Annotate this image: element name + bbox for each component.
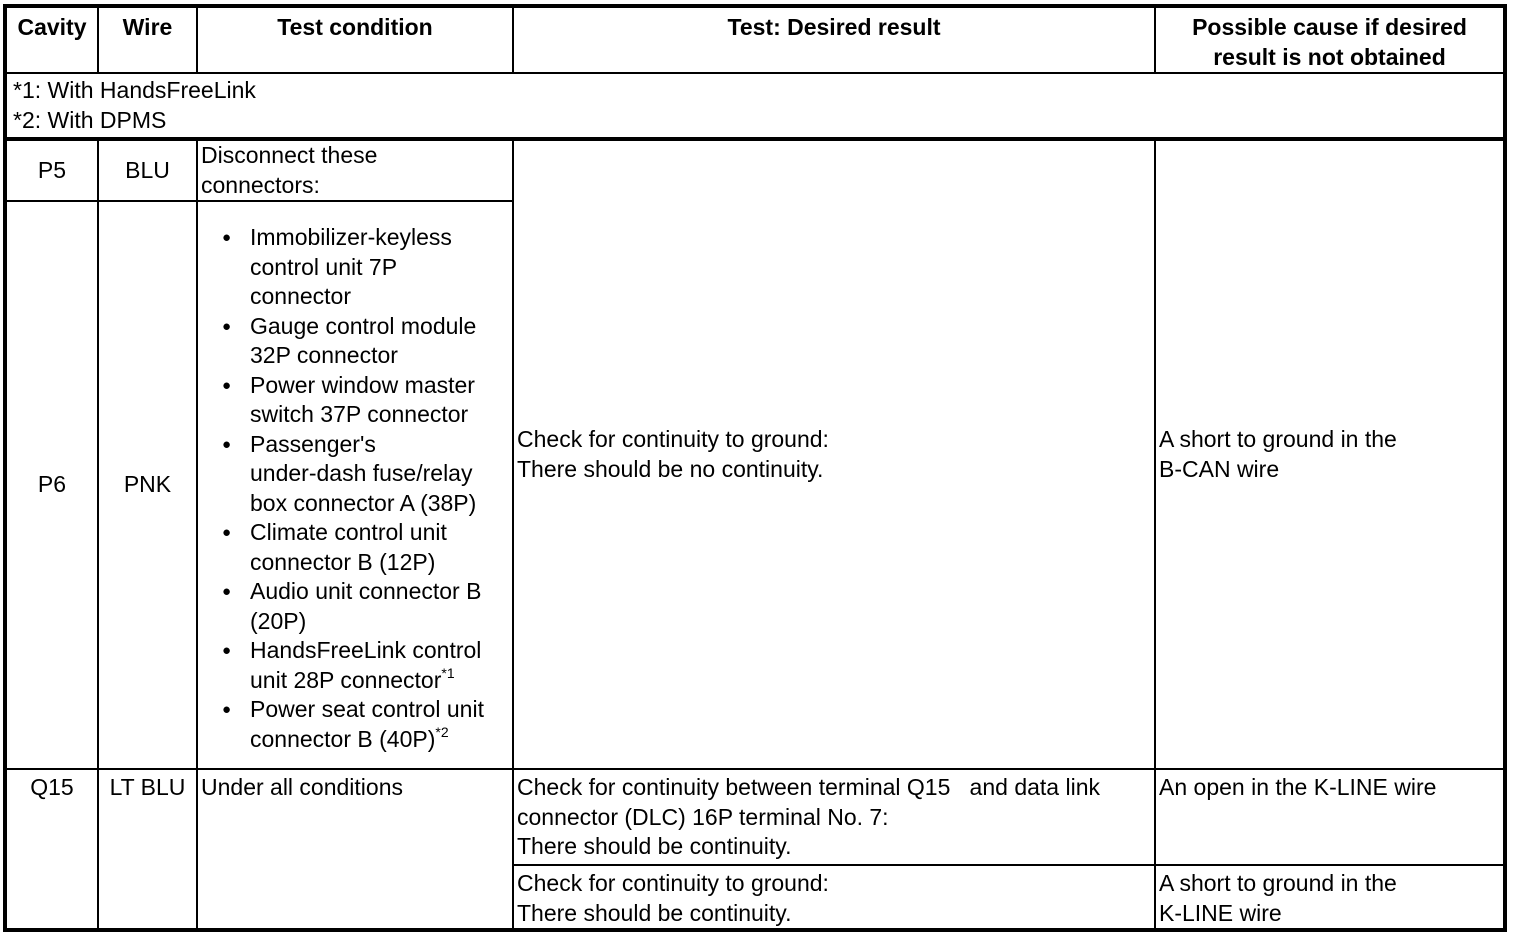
bullet-icon: ● (222, 376, 232, 394)
connector-item-text: Passenger's under-dash fuse/relay box co… (250, 430, 477, 516)
row-p5: P5 BLU Disconnect these connectors: Chec… (4, 138, 1506, 770)
possible-cause-bcan: A short to ground in the B-CAN wire (1154, 138, 1506, 770)
connector-item-text: Power seat control unit connector B (40P… (250, 696, 484, 752)
table-header-row: Cavity Wire Test condition Test: Desired… (4, 5, 1506, 74)
col-header-possible-cause: Possible cause if desired result is not … (1154, 5, 1506, 74)
connector-item-text: Gauge control module 32P connector (250, 312, 477, 369)
footnote-marker: *2 (435, 723, 449, 740)
connector-list-item: ● Gauge control module 32P connector (222, 312, 509, 371)
continuity-test-table: Cavity Wire Test condition Test: Desired… (3, 4, 1507, 932)
connector-item-text: Audio unit connector B (20P) (250, 578, 482, 634)
wire-q15: LT BLU (97, 768, 198, 931)
connector-list-item: ● Audio unit connector B (20P) (222, 577, 509, 636)
possible-cause-kline-short: A short to ground in the K-LINE wire (1154, 864, 1506, 931)
row-q15-sub1: Q15 LT BLU Under all conditions Check fo… (4, 768, 1506, 931)
wire-p5: BLU (97, 138, 198, 202)
col-header-desired-result: Test: Desired result (512, 5, 1156, 74)
row-q15-sub2: Check for continuity to ground: There sh… (5, 864, 1506, 931)
connector-item-text: HandsFreeLink control unit 28P connector… (250, 637, 482, 693)
connector-item-text: Immobilizer-keyless control unit 7P conn… (250, 224, 452, 309)
bullet-icon: ● (222, 583, 232, 600)
bullet-icon: ● (222, 317, 232, 335)
bullet-icon: ● (222, 524, 232, 541)
footnote-dpms: *2: With DPMS (13, 106, 167, 133)
footnote-marker: *1 (441, 664, 455, 681)
cavity-p5: P5 (4, 138, 99, 202)
condition-p6: ● Immobilizer-keyless control unit 7P con… (196, 200, 514, 770)
connector-item-text: Power window master switch 37P connector (250, 371, 475, 428)
connector-list-item: ● Power window master switch 37P connecto… (222, 371, 509, 430)
possible-cause-kline-open: An open in the K-LINE wire (1154, 768, 1506, 866)
footnote-handsfreelink: *1: With HandsFreeLink (13, 77, 256, 103)
footnotes-row: *1: With HandsFreeLink *2: With DPMS (4, 72, 1506, 141)
col-header-wire: Wire (97, 5, 198, 74)
connector-list-item: ● Power seat control unit connector B (40… (222, 695, 509, 754)
condition-q15: Under all conditions (196, 768, 514, 931)
col-header-cavity: Cavity (4, 5, 99, 74)
connector-list: ● Immobilizer-keyless control unit 7P con… (201, 216, 509, 754)
wire-p6: PNK (97, 200, 198, 770)
connector-item-text: Climate control unit connector B (12P) (250, 519, 447, 575)
bullet-icon: ● (222, 642, 232, 659)
row-p6: P6 PNK ● Immobilizer-keyless control unit… (4, 200, 1505, 770)
connector-list-item: ● Climate control unit connector B (12P) (222, 518, 509, 577)
bullet-icon: ● (222, 435, 232, 453)
test-result-bcan: Check for continuity to ground: There sh… (512, 138, 1156, 770)
bullet-icon: ● (222, 701, 232, 718)
connector-list-item: ● Immobilizer-keyless control unit 7P con… (222, 223, 509, 312)
test-result-kline-dlc: Check for continuity between terminal Q1… (512, 768, 1156, 866)
condition-p5: Disconnect these connectors: (196, 138, 514, 202)
connector-list-item: ● Passenger's under-dash fuse/relay box c… (222, 430, 509, 519)
bullet-icon: ● (222, 229, 232, 246)
cavity-q15: Q15 (4, 768, 99, 931)
col-header-test-condition: Test condition (196, 5, 514, 74)
connector-list-item: ● HandsFreeLink control unit 28P connecto… (222, 636, 509, 695)
test-result-kline-ground: Check for continuity to ground: There sh… (512, 864, 1156, 931)
cavity-p6: P6 (4, 200, 99, 770)
footnotes-cell: *1: With HandsFreeLink *2: With DPMS (4, 72, 1506, 141)
